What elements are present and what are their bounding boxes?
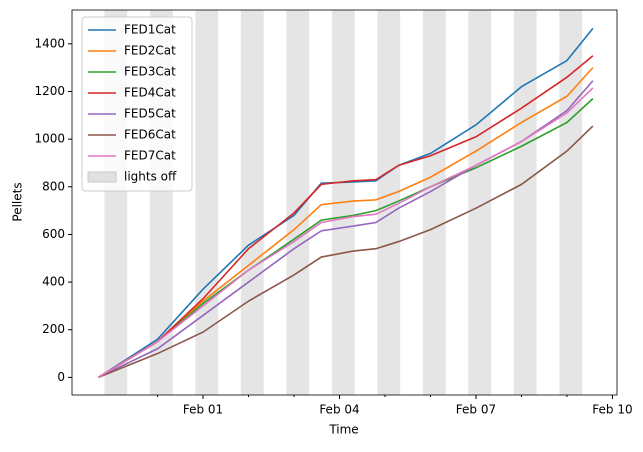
series-line	[97, 55, 594, 379]
y-tick-label: 400	[42, 275, 65, 289]
lights-off-band	[240, 10, 264, 395]
legend-label: FED2Cat	[124, 44, 176, 58]
series-line	[98, 125, 594, 379]
legend-label: FED3Cat	[124, 65, 176, 79]
series-line	[97, 67, 594, 379]
lights-off-band	[422, 10, 446, 395]
lights-off-band	[377, 10, 401, 395]
legend-label: FED5Cat	[124, 107, 176, 121]
series-line	[97, 27, 594, 379]
legend-label: FED7Cat	[124, 149, 176, 163]
series-line	[97, 87, 594, 379]
y-tick-label: 0	[57, 370, 65, 384]
x-tick-label: Feb 01	[183, 403, 223, 417]
y-tick-label: 200	[42, 322, 65, 336]
legend-label: FED1Cat	[124, 23, 176, 37]
lights-off-band	[195, 10, 219, 395]
legend-label: lights off	[124, 170, 177, 184]
x-tick-label: Feb 07	[456, 403, 496, 417]
lights-off-band	[286, 10, 310, 395]
lights-off-band	[513, 10, 537, 395]
legend-label: FED4Cat	[124, 86, 176, 100]
x-tick-label: Feb 04	[319, 403, 359, 417]
y-tick-label: 1200	[34, 84, 65, 98]
x-tick-label: Feb 10	[592, 403, 632, 417]
legend-swatch	[87, 171, 117, 183]
y-tick-label: 800	[42, 179, 65, 193]
y-axis-label: Pellets	[11, 182, 25, 221]
lights-off-band	[468, 10, 492, 395]
y-tick-label: 600	[42, 227, 65, 241]
plot-frame	[71, 9, 618, 396]
y-tick-label: 1000	[34, 132, 65, 146]
x-axis-label: Time	[328, 423, 358, 437]
series-line	[97, 98, 594, 379]
lights-off-band	[559, 10, 583, 395]
y-tick-label: 1400	[34, 36, 65, 50]
legend-label: FED6Cat	[124, 128, 176, 142]
legend: FED1Cat FED2Cat FED3Cat FED4Cat FED5Cat FED6C…	[81, 16, 193, 192]
legend-frame	[81, 16, 193, 192]
